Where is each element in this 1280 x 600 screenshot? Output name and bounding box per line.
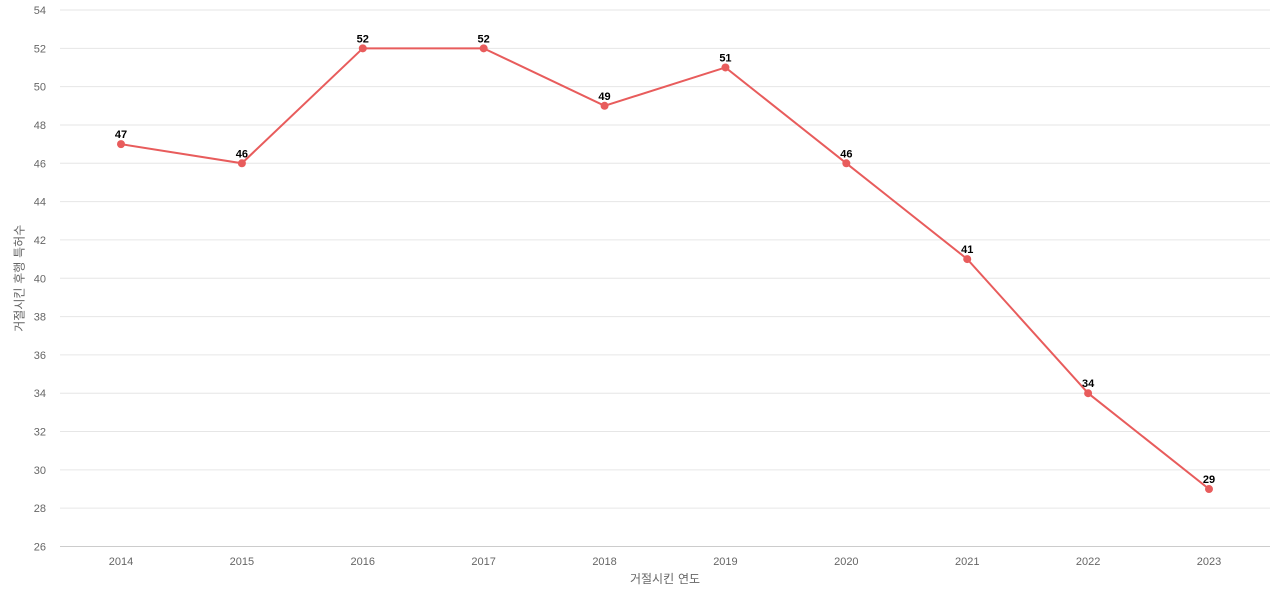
series-line <box>120 47 1210 490</box>
x-tick-label: 2016 <box>351 556 375 568</box>
data-label: 34 <box>1082 378 1095 390</box>
data-point <box>1084 389 1093 398</box>
data-point <box>600 101 609 110</box>
x-axis-title: 거절시킨 연도 <box>630 572 700 586</box>
gridlines <box>60 9 1270 509</box>
data-point <box>963 255 972 264</box>
data-labels: 47 46 52 52 49 51 46 41 34 29 <box>115 33 1215 486</box>
data-point <box>358 44 367 53</box>
data-label: 49 <box>598 91 610 103</box>
x-tick-label: 2017 <box>471 556 495 568</box>
y-tick-label: 34 <box>34 388 46 400</box>
x-axis-ticks: 2014 2015 2016 2017 2018 2019 2020 2021 2022 2023 <box>109 556 1221 568</box>
data-point <box>1205 485 1213 494</box>
y-tick-label: 44 <box>34 197 46 209</box>
data-label: 47 <box>115 129 127 141</box>
y-axis-title: 거절시킨 후행 특허수 <box>12 225 27 332</box>
x-tick-label: 2021 <box>955 556 979 568</box>
x-tick-label: 2014 <box>109 556 133 568</box>
y-tick-label: 46 <box>34 158 46 170</box>
y-tick-label: 26 <box>34 542 46 554</box>
data-point <box>479 44 488 53</box>
y-tick-label: 28 <box>34 503 46 515</box>
y-tick-label: 54 <box>34 5 46 17</box>
y-tick-label: 40 <box>34 273 46 285</box>
data-label: 52 <box>478 33 490 45</box>
y-tick-label: 42 <box>34 235 46 247</box>
x-tick-label: 2022 <box>1076 556 1100 568</box>
x-tick-label: 2018 <box>592 556 616 568</box>
y-tick-label: 32 <box>34 427 46 439</box>
x-tick-label: 2020 <box>834 556 858 568</box>
x-tick-label: 2015 <box>230 556 254 568</box>
data-label: 51 <box>719 52 731 64</box>
y-tick-label: 36 <box>34 350 46 362</box>
data-points <box>117 44 1213 494</box>
data-point <box>237 159 246 168</box>
data-point <box>721 63 730 72</box>
data-label: 52 <box>357 33 369 45</box>
data-point <box>842 159 851 168</box>
y-axis-ticks: 26 28 30 32 34 36 38 40 42 44 46 48 50 52 54 <box>34 5 46 554</box>
x-tick-label: 2023 <box>1197 556 1221 568</box>
data-label: 46 <box>840 148 852 160</box>
x-tick-label: 2019 <box>713 556 737 568</box>
data-point <box>117 140 125 149</box>
y-tick-label: 52 <box>34 43 46 55</box>
y-tick-label: 50 <box>34 82 46 94</box>
data-label: 29 <box>1203 474 1215 486</box>
data-label: 41 <box>961 244 973 256</box>
y-tick-label: 48 <box>34 120 46 132</box>
data-label: 46 <box>236 148 248 160</box>
y-tick-label: 38 <box>34 312 46 324</box>
y-tick-label: 30 <box>34 465 46 477</box>
